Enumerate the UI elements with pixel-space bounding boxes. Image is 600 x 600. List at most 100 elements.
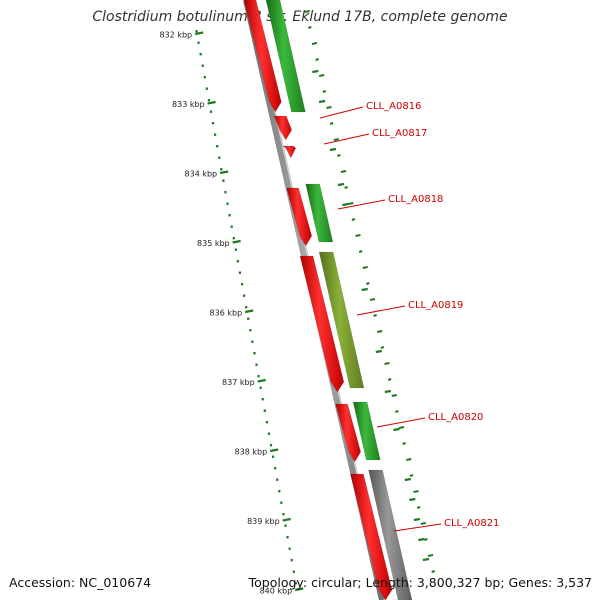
- ruler-dot: [247, 317, 250, 320]
- ruler-dot: [257, 375, 260, 378]
- ruler-major-tick: [219, 170, 229, 175]
- gene-feature: [305, 183, 334, 243]
- ruler-dot: [286, 536, 289, 539]
- cds-feature: [286, 187, 313, 247]
- guide-tick: [424, 538, 428, 541]
- ruler-dot: [267, 432, 271, 435]
- guide-tick: [326, 106, 332, 109]
- ruler-dot: [207, 99, 211, 102]
- feature-tick: [418, 537, 425, 542]
- ruler-dot: [222, 179, 225, 182]
- ruler-dot: [228, 214, 231, 217]
- guide-tick: [337, 154, 341, 157]
- ruler-dot: [282, 513, 285, 516]
- guide-tick: [395, 410, 399, 413]
- feature-tick: [409, 497, 416, 502]
- ruler-dot: [290, 559, 293, 562]
- guide-tick: [348, 202, 354, 205]
- ruler-dot: [211, 122, 215, 125]
- ruler-dot: [278, 490, 281, 493]
- cds-feature: [350, 473, 393, 600]
- gene-feature: [352, 401, 381, 461]
- ruler-dot: [205, 87, 208, 90]
- guide-tick: [413, 490, 419, 493]
- guide-tick: [387, 378, 392, 381]
- ruler-dot: [265, 421, 268, 424]
- ruler-dot: [274, 467, 277, 470]
- ruler-dot: [259, 386, 262, 389]
- ruler-dot: [276, 478, 279, 481]
- ruler-dot: [245, 306, 248, 309]
- ruler-dot: [216, 145, 219, 148]
- guide-tick: [315, 58, 319, 61]
- cds-feature: [243, 0, 282, 113]
- guide-tick: [420, 522, 426, 525]
- feature-tick: [384, 389, 392, 394]
- guide-tick: [398, 426, 405, 429]
- topology-text: Topology: circular; Length: 3,800,327 bp…: [248, 575, 592, 590]
- ruler-dot: [197, 41, 200, 44]
- ruler-major-tick: [194, 31, 204, 36]
- ruler-dot: [280, 501, 283, 504]
- ruler-dot: [243, 294, 246, 297]
- guide-tick: [304, 10, 310, 13]
- feature-tick: [337, 182, 345, 187]
- feature-tick: [342, 202, 349, 207]
- guide-tick: [333, 138, 339, 141]
- ruler-major-tick: [294, 587, 304, 592]
- ruler-dot: [253, 352, 256, 355]
- feature-tick: [393, 427, 400, 432]
- guide-tick: [358, 250, 363, 253]
- ruler-label: 834 kbp: [185, 170, 218, 179]
- map-title: Clostridium botulinum B str. Eklund 17B,…: [92, 9, 508, 25]
- ruler-dot: [209, 110, 213, 113]
- ruler-label: 838 kbp: [235, 448, 268, 457]
- guide-tick: [384, 362, 390, 365]
- ruler-dot: [249, 329, 252, 332]
- ruler-dot: [220, 168, 223, 171]
- guide-tick: [391, 394, 397, 397]
- ruler-dot: [261, 398, 264, 401]
- gene-label: CLL_A0821: [444, 518, 499, 529]
- guide-tick: [377, 330, 383, 333]
- ruler-dot: [238, 271, 242, 274]
- guide-tick: [355, 234, 361, 237]
- guide-tick: [431, 570, 435, 573]
- guide-tick: [373, 314, 377, 317]
- ruler-dot: [294, 582, 297, 585]
- gene-label: CLL_A0817: [372, 128, 427, 139]
- label-leader: [323, 133, 370, 145]
- guide-tick: [409, 474, 414, 477]
- guide-tick: [351, 218, 356, 221]
- feature-tick: [329, 147, 337, 152]
- ruler-dot: [201, 64, 204, 67]
- ruler-dot: [269, 444, 273, 447]
- cds-feature: [335, 403, 361, 463]
- gene-label: CLL_A0816: [366, 101, 421, 112]
- ruler-dot: [218, 156, 221, 159]
- feature-tick: [422, 557, 430, 562]
- cds-feature: [273, 115, 293, 141]
- ruler-major-tick: [244, 309, 254, 314]
- ruler-dot: [199, 53, 202, 56]
- label-leader: [337, 199, 386, 210]
- gene-label: CLL_A0818: [388, 194, 443, 205]
- cds-feature: [299, 255, 345, 393]
- ruler-dot: [232, 237, 235, 240]
- feature-tick: [318, 99, 326, 104]
- feature-tick: [413, 517, 421, 522]
- guide-tick: [380, 346, 385, 349]
- ruler-major-tick: [207, 100, 216, 105]
- guide-tick: [427, 554, 434, 557]
- guide-tick: [406, 458, 412, 461]
- guide-tick: [344, 186, 348, 189]
- gene-feature: [265, 0, 306, 113]
- feature-tick: [312, 69, 319, 74]
- ruler-dot: [226, 202, 229, 205]
- gene-label: CLL_A0819: [408, 300, 463, 311]
- guide-tick: [369, 298, 376, 301]
- ruler-dot: [284, 524, 287, 527]
- ruler-label: 836 kbp: [210, 309, 243, 318]
- ruler-major-tick: [269, 448, 279, 453]
